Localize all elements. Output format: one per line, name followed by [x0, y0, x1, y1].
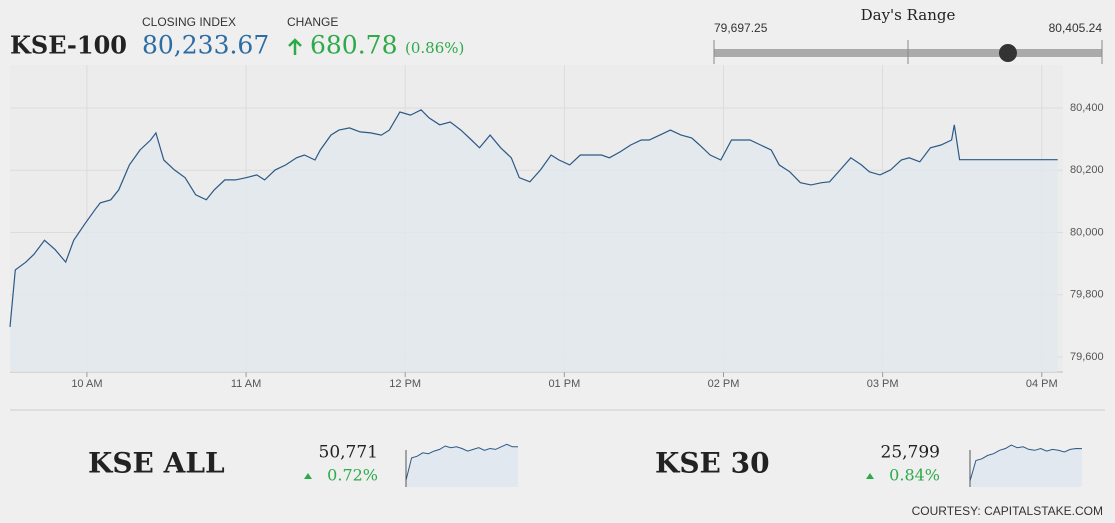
range-marker — [998, 44, 1017, 62]
up-arrow — [288, 38, 302, 55]
change: 680.78 — [310, 31, 397, 60]
main-chart: 79,600 79,800 80,000 80,200 80,400 10 AM 11 AM… — [9, 65, 1104, 390]
x-tick-label: 03 PM — [867, 378, 899, 390]
sparkline — [405, 443, 518, 487]
x-tick-label: 10 AM — [71, 378, 102, 390]
symbol: KSE-100 — [10, 31, 127, 60]
up-triangle — [304, 473, 312, 479]
y-tick-label: 80,000 — [1070, 226, 1104, 238]
sparkline-line — [405, 443, 518, 481]
sparkline-area — [970, 445, 1082, 487]
ticker-name: KSE ALL — [88, 447, 225, 480]
ticker-change: 0.72% — [327, 466, 378, 485]
change-pct: (0.86%) — [405, 39, 464, 57]
x-tick-label: 04 PM — [1026, 378, 1058, 390]
y-tick-label: 80,200 — [1070, 164, 1104, 176]
closing-index: 80,233.67 — [142, 31, 269, 60]
x-tick-label: 01 PM — [548, 378, 580, 390]
sparkline-line — [969, 444, 1083, 482]
ticker-value: 25,799 — [881, 443, 940, 463]
day-range-title: Day's Range — [861, 6, 956, 24]
x-tick-label: 11 AM — [231, 378, 261, 390]
footer: COURTESY: CAPITALSTAKE.COM — [912, 504, 1103, 518]
y-tick-label: 80,400 — [1070, 102, 1104, 114]
area — [10, 109, 1058, 373]
closing-index-label: CLOSING INDEX — [142, 15, 236, 29]
y-tick-label: 79,800 — [1070, 289, 1104, 301]
line — [9, 109, 1058, 327]
sparkline-area — [406, 444, 518, 487]
change-label: CHANGE — [287, 15, 338, 29]
day-range-high: 80,405.24 — [1049, 21, 1103, 35]
y-tick-label: 79,600 — [1070, 351, 1104, 363]
day-range-low: 79,697.25 — [714, 21, 768, 35]
sparkline — [969, 444, 1083, 487]
x-tick-label: 02 PM — [708, 378, 740, 390]
x-tick-label: 12 PM — [389, 378, 421, 390]
up-triangle — [866, 473, 874, 479]
ticker-change: 0.84% — [889, 466, 940, 485]
ticker-value: 50,771 — [319, 443, 378, 463]
ticker-name: KSE 30 — [655, 447, 770, 480]
